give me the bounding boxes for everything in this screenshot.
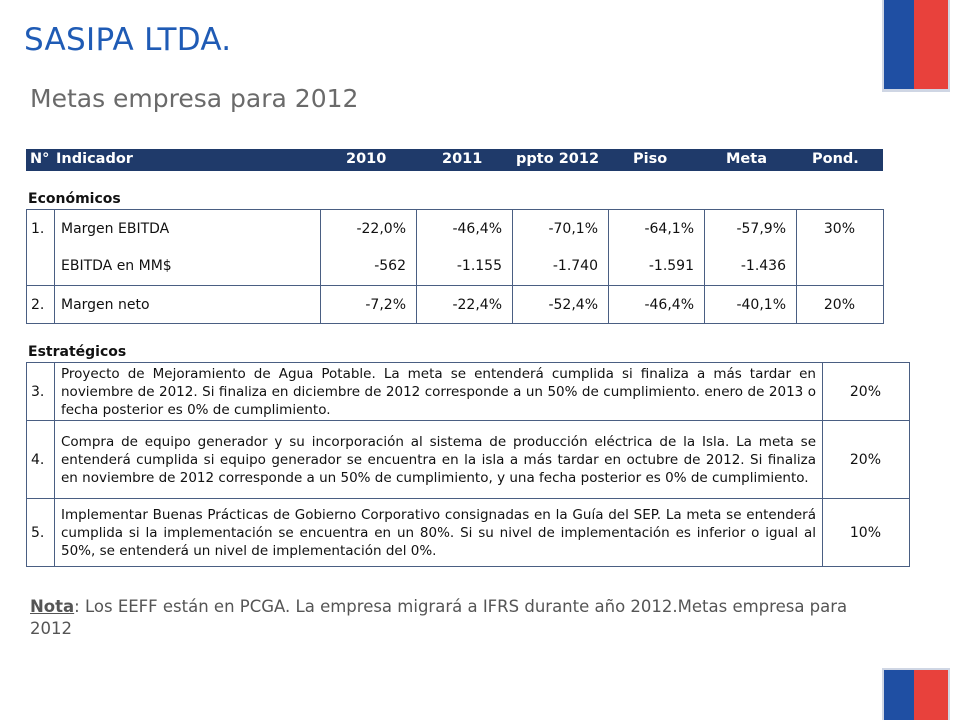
table-row: 3. Proyecto de Mejoramiento de Agua Pota… <box>26 362 910 421</box>
row-index: 2. <box>26 285 55 324</box>
page-subtitle: Metas empresa para 2012 <box>30 84 359 113</box>
header-num: N° <box>30 151 50 167</box>
row-description: Proyecto de Mejoramiento de Agua Potable… <box>54 362 823 421</box>
cell-piso: -46,4% <box>608 285 705 324</box>
cell-pond: 20% <box>796 285 884 324</box>
cell-2011: -46,4% <box>416 209 513 248</box>
table-row: 4. Compra de equipo generador y su incor… <box>26 420 910 499</box>
row-index: 5. <box>26 498 55 567</box>
cell-pond <box>796 247 884 286</box>
cell-2010: -22,0% <box>320 209 417 248</box>
cell-2010: -7,2% <box>320 285 417 324</box>
cell-2010: -562 <box>320 247 417 286</box>
cell-piso: -1.591 <box>608 247 705 286</box>
cell-meta: -57,9% <box>704 209 797 248</box>
row-index <box>26 247 55 286</box>
cell-ppto: -52,4% <box>512 285 609 324</box>
header-2011: 2011 <box>442 151 483 167</box>
cell-pond: 20% <box>822 420 910 499</box>
section-estrategicos: Estratégicos <box>28 344 127 360</box>
cell-meta: -1.436 <box>704 247 797 286</box>
section-economicos: Económicos <box>28 191 121 207</box>
economicos-table: 1. Margen EBITDA -22,0% -46,4% -70,1% -6… <box>26 209 884 324</box>
cell-pond: 20% <box>822 362 910 421</box>
row-indicator: EBITDA en MM$ <box>54 247 321 286</box>
header-ppto: ppto 2012 <box>516 151 600 167</box>
table-row: 5. Implementar Buenas Prácticas de Gobie… <box>26 498 910 567</box>
row-description: Implementar Buenas Prácticas de Gobierno… <box>54 498 823 567</box>
page-title: SASIPA LTDA. <box>24 22 232 58</box>
table-header-bar: N° Indicador 2010 2011 ppto 2012 Piso Me… <box>26 149 883 171</box>
cell-pond: 10% <box>822 498 910 567</box>
row-indicator: Margen neto <box>54 285 321 324</box>
row-indicator: Margen EBITDA <box>54 209 321 248</box>
table-row: 1. Margen EBITDA -22,0% -46,4% -70,1% -6… <box>26 209 884 248</box>
chile-flag-top-icon <box>884 0 948 89</box>
cell-2011: -1.155 <box>416 247 513 286</box>
row-index: 3. <box>26 362 55 421</box>
row-index: 4. <box>26 420 55 499</box>
row-index: 1. <box>26 209 55 248</box>
cell-meta: -40,1% <box>704 285 797 324</box>
cell-ppto: -1.740 <box>512 247 609 286</box>
header-2010: 2010 <box>346 151 387 167</box>
cell-pond: 30% <box>796 209 884 248</box>
header-meta: Meta <box>726 151 767 167</box>
note-text: : Los EEFF están en PCGA. La empresa mig… <box>30 597 848 638</box>
chile-flag-bottom-icon <box>884 670 948 720</box>
table-row: EBITDA en MM$ -562 -1.155 -1.740 -1.591 … <box>26 247 884 286</box>
footnote: Nota: Los EEFF están en PCGA. La empresa… <box>30 596 850 640</box>
row-description: Compra de equipo generador y su incorpor… <box>54 420 823 499</box>
header-piso: Piso <box>633 151 668 167</box>
estrategicos-table: 3. Proyecto de Mejoramiento de Agua Pota… <box>26 362 910 567</box>
header-pond: Pond. <box>812 151 859 167</box>
note-label: Nota <box>30 597 75 616</box>
cell-ppto: -70,1% <box>512 209 609 248</box>
cell-piso: -64,1% <box>608 209 705 248</box>
cell-2011: -22,4% <box>416 285 513 324</box>
table-row: 2. Margen neto -7,2% -22,4% -52,4% -46,4… <box>26 285 884 324</box>
header-indicador: Indicador <box>56 151 133 167</box>
